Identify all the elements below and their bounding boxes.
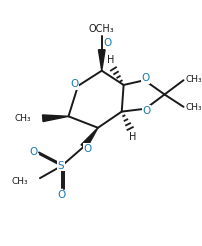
Polygon shape [81, 128, 98, 149]
Text: O: O [141, 73, 149, 83]
Text: O: O [83, 144, 91, 154]
Text: O: O [103, 38, 111, 48]
Text: S: S [57, 161, 64, 171]
Text: CH₃: CH₃ [184, 103, 201, 112]
Text: CH₃: CH₃ [12, 177, 28, 185]
Text: O: O [142, 106, 150, 116]
Polygon shape [42, 115, 68, 122]
Text: H: H [106, 55, 114, 65]
Text: O: O [57, 190, 66, 200]
Text: O: O [70, 79, 78, 89]
Text: CH₃: CH₃ [184, 75, 201, 84]
Text: O: O [29, 148, 37, 157]
Polygon shape [98, 50, 105, 71]
Text: OCH₃: OCH₃ [88, 24, 114, 34]
Text: H: H [129, 132, 136, 142]
Text: CH₃: CH₃ [15, 114, 31, 123]
